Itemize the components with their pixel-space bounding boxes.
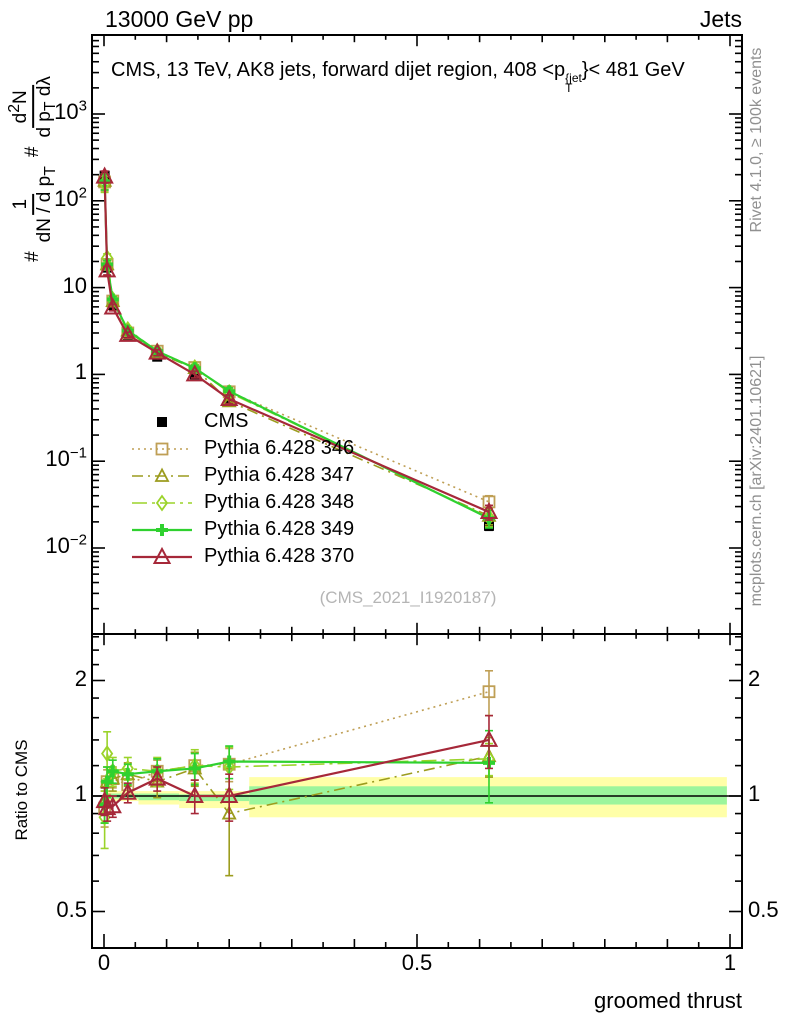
tick-label: 10−2 xyxy=(45,531,87,558)
pt-superscript-subscript: {jet T xyxy=(565,71,582,96)
legend-item: CMS xyxy=(130,408,354,435)
data-marker xyxy=(95,790,114,809)
watermark-analysis-id: (CMS_2021_I1920187) xyxy=(319,588,497,607)
legend-label: Pythia 6.428 346 xyxy=(204,437,355,459)
legend-item: Pythia 6.428 348 xyxy=(130,489,354,516)
plot-title: CMS, 13 TeV, AK8 jets, forward dijet reg… xyxy=(111,59,685,96)
legend-marker-square-filled xyxy=(157,416,167,427)
legend-item: Pythia 6.428 349 xyxy=(130,516,354,543)
legend-item: Pythia 6.428 346 xyxy=(130,435,354,462)
tick-label: 0.5 xyxy=(401,950,433,975)
plot-title-text: CMS, 13 TeV, AK8 jets, forward dijet reg… xyxy=(111,59,566,81)
data-marker xyxy=(220,785,239,803)
mcplots-credit-label: mcplots.cern.ch [arXiv:2401.10621] xyxy=(748,355,765,607)
data-marker xyxy=(185,364,204,382)
tick-label: 0.5 xyxy=(748,896,779,922)
legend-label: Pythia 6.428 348 xyxy=(204,491,355,513)
tick-label: 1 xyxy=(748,781,761,806)
data-marker xyxy=(482,685,496,699)
data-marker xyxy=(148,342,167,360)
tick-label: 10 xyxy=(62,272,87,298)
beam-energy-label: 13000 GeV pp xyxy=(105,6,254,32)
legend-marker-triangle-open xyxy=(132,467,192,482)
legend-item: Pythia 6.428 370 xyxy=(130,543,354,570)
data-marker xyxy=(97,260,117,278)
x-axis-label: groomed thrust xyxy=(594,988,742,1013)
tick-label: 10−1 xyxy=(45,444,87,472)
data-marker xyxy=(103,796,122,814)
tick-label: 2 xyxy=(74,665,87,691)
analysis-group-label: Jets xyxy=(699,6,742,32)
tick-label: 2 xyxy=(748,665,761,691)
tick-label: 1 xyxy=(74,781,87,806)
data-marker xyxy=(479,501,499,519)
legend-label: Pythia 6.428 370 xyxy=(204,545,355,567)
legend-label: Pythia 6.428 347 xyxy=(204,464,355,486)
tick-label: 1 xyxy=(74,359,87,385)
data-marker xyxy=(97,797,117,816)
tick-label: 103 xyxy=(54,97,87,124)
uncertainty-band-green xyxy=(179,794,250,802)
tick-label: 0 xyxy=(97,950,111,975)
legend-marker-plus xyxy=(132,523,192,536)
axis-ticks xyxy=(92,35,742,948)
tick-label: 0.5 xyxy=(56,896,87,922)
tick-label: 1 xyxy=(723,950,737,975)
data-marker xyxy=(220,388,239,407)
legend: CMS Pythia 6.428 346 Pythia 6.428 347 Pythi… xyxy=(130,408,354,570)
legend-label: Pythia 6.428 349 xyxy=(204,518,355,540)
legend-marker-diamond-open xyxy=(132,493,192,512)
data-marker xyxy=(103,297,122,315)
tick-label: 102 xyxy=(54,184,87,211)
data-marker xyxy=(148,768,167,786)
data-marker xyxy=(118,324,137,342)
uncertainty-band-green xyxy=(138,793,180,801)
data-marker xyxy=(479,729,499,747)
legend-marker-square-open xyxy=(132,442,192,455)
data-marker xyxy=(185,785,204,803)
legend-item: Pythia 6.428 347 xyxy=(130,462,354,489)
data-marker xyxy=(95,166,114,184)
legend-label: CMS xyxy=(204,410,249,432)
data-marker xyxy=(101,745,114,763)
rivet-version-label: Rivet 4.1.0, ≥ 100k events xyxy=(748,47,765,233)
data-marker xyxy=(118,782,137,800)
legend-marker-triangle-open-big xyxy=(132,546,192,564)
